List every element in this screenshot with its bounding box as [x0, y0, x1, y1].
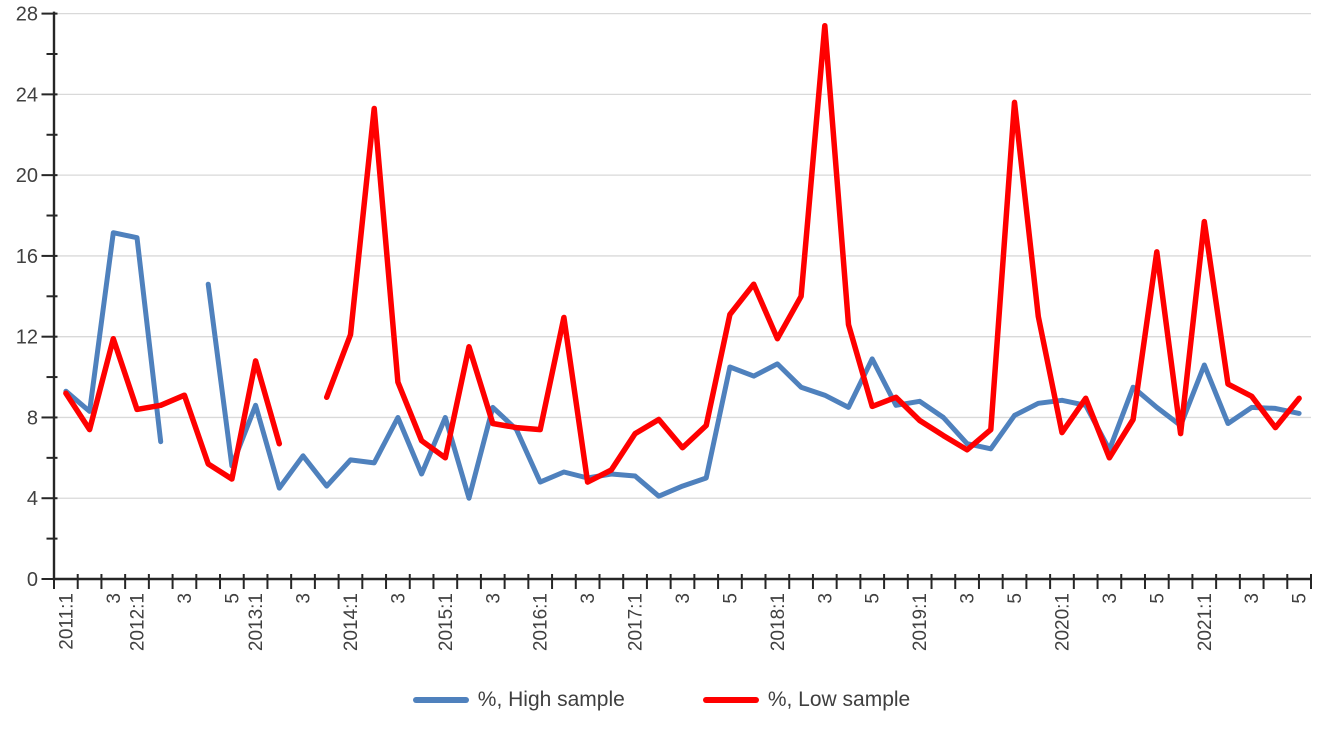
high-sample-line-swatch	[412, 697, 469, 703]
high-sample-line	[205, 281, 1302, 501]
x-tick-label: 2016:1	[531, 593, 552, 651]
y-tick-label: 4	[27, 488, 38, 510]
high-sample-line	[63, 230, 164, 445]
y-tick-label: 12	[16, 327, 38, 349]
x-tick-label: 3	[815, 593, 836, 604]
x-tick-label: 2015:1	[436, 593, 457, 651]
x-tick-label: 2021:1	[1195, 593, 1216, 651]
x-tick-label: 3	[1242, 593, 1263, 604]
plot-area: 0 4 8 12 16 20 24 28 2011:1 3 2012:1 3 5 2013:1 3 2014:…	[16, 4, 1312, 651]
x-tick-label: 3	[175, 593, 196, 604]
x-tick-label: 2014:1	[341, 593, 362, 651]
x-tick-label: 3	[483, 593, 504, 604]
y-tick-label: 0	[27, 569, 38, 591]
x-tick-label: 3	[958, 593, 979, 604]
low-sample-line-swatch	[702, 697, 759, 703]
legend-label-high-sample: %, High sample	[477, 688, 625, 711]
legend-item-high-sample: %, High sample	[412, 688, 625, 712]
x-tick-label: 3	[1100, 593, 1121, 604]
y-tick-label: 24	[16, 84, 38, 106]
low-sample-line	[63, 335, 283, 482]
x-tick-label: 5	[1290, 593, 1311, 604]
x-tick-label: 3	[294, 593, 315, 604]
x-tick-label: 5	[222, 593, 243, 604]
legend-item-low-sample: %, Low sample	[702, 688, 911, 712]
x-tick-label: 3	[578, 593, 599, 604]
x-tick-label: 2013:1	[246, 593, 267, 651]
legend-label-low-sample: %, Low sample	[767, 688, 911, 711]
x-tick-label: 2017:1	[626, 593, 647, 651]
x-tick-label: 3	[388, 593, 409, 604]
x-tick-label: 5	[863, 593, 884, 604]
chart-legend: %, High sample %, Low sample	[0, 688, 1323, 712]
x-tick-label: 3	[104, 593, 125, 604]
x-tick-label: 5	[1005, 593, 1026, 604]
y-tick-label: 20	[16, 165, 38, 187]
y-tick-label: 28	[16, 4, 38, 26]
x-tick-label: 2020:1	[1052, 593, 1073, 651]
low-sample-line	[323, 22, 1302, 485]
y-tick-label: 16	[16, 246, 38, 268]
x-tick-label: 5	[1147, 593, 1168, 604]
x-tick-label: 2011:1	[56, 593, 77, 650]
x-tick-label: 2018:1	[768, 593, 789, 651]
y-tick-label: 8	[27, 407, 38, 429]
x-tick-label: 5	[720, 593, 741, 604]
x-tick-label: 3	[673, 593, 694, 604]
x-tick-label: 2019:1	[910, 593, 931, 651]
x-tick-label: 2012:1	[128, 593, 149, 651]
